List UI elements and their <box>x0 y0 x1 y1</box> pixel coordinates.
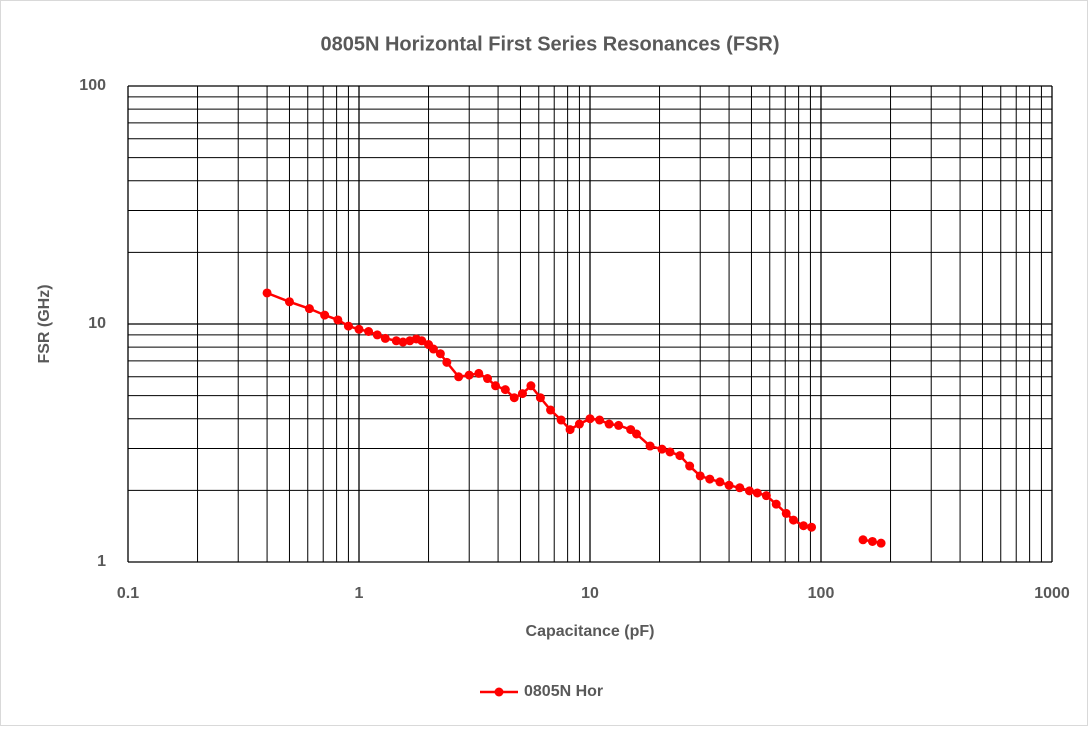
data-point <box>565 425 575 435</box>
data-point <box>675 451 685 461</box>
data-point <box>464 370 474 380</box>
x-tick-label: 0.1 <box>117 585 139 602</box>
data-point <box>632 429 642 439</box>
data-point <box>526 381 536 391</box>
data-point <box>442 357 452 367</box>
data-point <box>744 486 754 496</box>
data-point <box>491 381 501 391</box>
data-point <box>483 374 493 384</box>
data-point <box>354 324 364 334</box>
data-point <box>715 477 725 487</box>
data-point <box>876 538 886 548</box>
data-point <box>807 522 817 532</box>
y-tick-label: 10 <box>88 315 106 332</box>
data-point <box>546 405 556 415</box>
data-point <box>614 420 624 430</box>
data-point <box>343 321 353 331</box>
data-point <box>752 488 762 498</box>
data-point <box>595 415 605 425</box>
data-point <box>398 337 408 347</box>
x-tick-label: 100 <box>808 585 835 602</box>
x-tick-label: 1000 <box>1034 585 1070 602</box>
data-point <box>517 389 527 399</box>
data-point <box>364 327 374 337</box>
chart-title: 0805N Horizontal First Series Resonances… <box>320 33 779 55</box>
data-point <box>320 310 330 320</box>
data-point <box>454 372 464 382</box>
data-point <box>585 414 595 424</box>
data-point <box>799 521 809 531</box>
legend-marker <box>494 687 504 697</box>
data-point <box>262 288 272 298</box>
data-point <box>705 474 715 484</box>
legend-label: 0805N Hor <box>524 683 603 700</box>
data-point <box>858 535 868 545</box>
data-point <box>788 515 798 525</box>
y-axis-label: FSR (GHz) <box>36 284 53 363</box>
data-point <box>781 508 791 518</box>
data-point <box>657 444 667 454</box>
x-tick-label: 10 <box>581 585 599 602</box>
data-point <box>417 336 427 346</box>
data-point <box>435 349 445 359</box>
data-point <box>695 471 705 481</box>
x-axis-label: Capacitance (pF) <box>526 623 655 640</box>
data-point <box>735 483 745 493</box>
data-point <box>333 315 343 325</box>
data-point <box>284 297 294 307</box>
data-point <box>474 368 484 378</box>
data-point <box>500 385 510 395</box>
data-point <box>372 330 382 340</box>
data-point <box>556 415 566 425</box>
data-point <box>428 344 438 354</box>
y-tick-label: 1 <box>97 553 106 570</box>
data-point <box>724 480 734 490</box>
data-point <box>380 333 390 343</box>
data-point <box>685 461 695 471</box>
data-point <box>304 304 314 314</box>
data-point <box>761 491 771 501</box>
data-point <box>574 419 584 429</box>
data-point <box>665 447 675 457</box>
data-point <box>867 536 877 546</box>
data-point <box>771 499 781 509</box>
data-point <box>535 393 545 403</box>
data-point <box>391 336 401 346</box>
y-tick-label: 100 <box>79 77 106 94</box>
data-point <box>645 441 655 451</box>
x-tick-label: 1 <box>355 585 364 602</box>
data-point <box>509 393 519 403</box>
data-point <box>604 419 614 429</box>
